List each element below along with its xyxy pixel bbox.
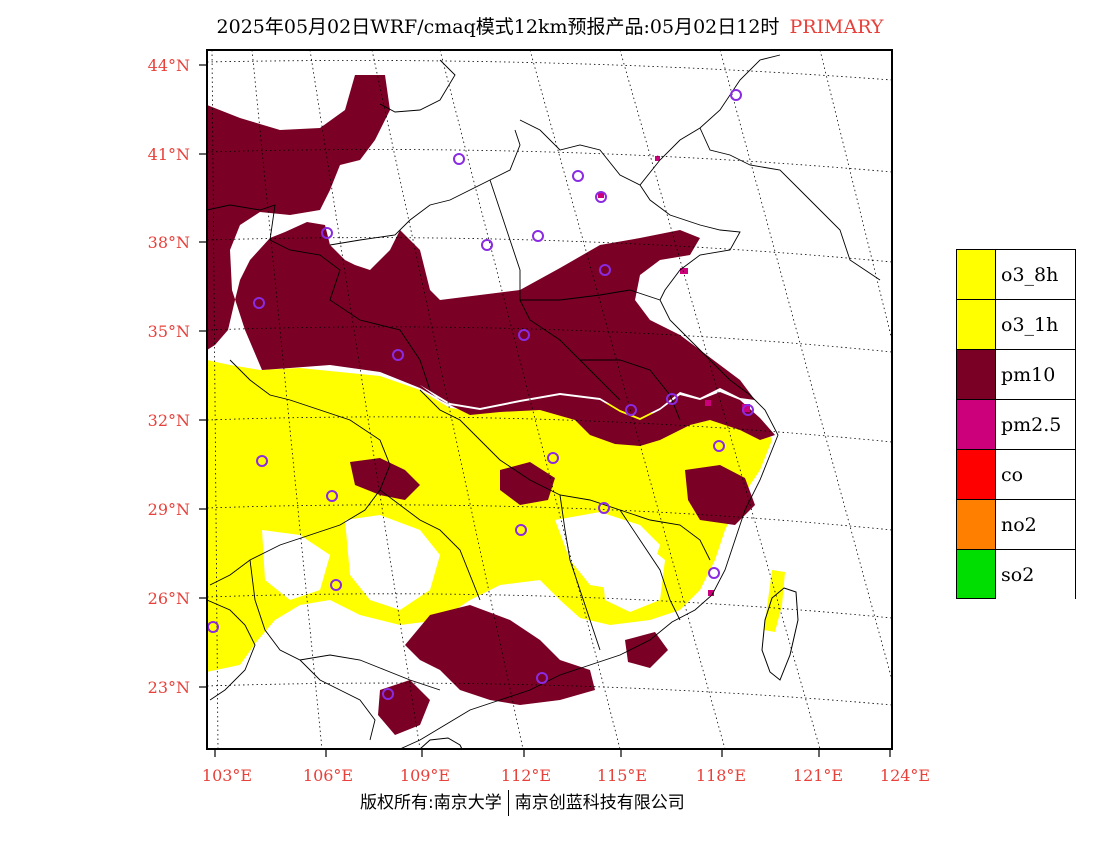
clear-area-sw	[262, 530, 330, 600]
station-marker	[666, 393, 678, 405]
station-marker	[518, 329, 530, 341]
station-marker	[253, 297, 265, 309]
station-marker	[547, 452, 559, 464]
lat-label: 41°N	[148, 145, 190, 164]
copyright-footer: 版权所有:南京大学 南京创蓝科技有限公司	[360, 788, 685, 816]
lat-label: 26°N	[148, 589, 190, 608]
legend-label: pm10	[996, 349, 1076, 399]
map-frame	[206, 49, 893, 750]
station-marker	[392, 349, 404, 361]
station-marker	[730, 89, 742, 101]
longitude-labels: 103°E 106°E 109°E 112°E 115°E 118°E 121°…	[202, 766, 930, 785]
lon-label: 124°E	[880, 766, 930, 785]
lat-label: 44°N	[148, 56, 190, 75]
station-marker	[536, 672, 548, 684]
lon-label: 118°E	[696, 766, 746, 785]
pm10-region-fujian	[625, 632, 668, 668]
legend-swatch	[956, 249, 996, 299]
station-marker	[481, 239, 493, 251]
pm10-region-central	[390, 230, 755, 418]
lat-label: 38°N	[148, 233, 190, 252]
station-marker	[742, 404, 754, 416]
lon-label: 115°E	[597, 766, 647, 785]
lat-label: 35°N	[148, 322, 190, 341]
pm25-spot	[708, 590, 714, 596]
o3-taiwan	[764, 570, 785, 632]
copyright-owner: 版权所有:南京大学	[360, 793, 502, 813]
station-marker	[330, 579, 342, 591]
station-marker	[256, 455, 268, 467]
pm25-spot	[598, 192, 604, 198]
legend-label: o3_8h	[996, 249, 1076, 299]
legend-label: co	[996, 449, 1076, 499]
station-marker	[572, 170, 584, 182]
lat-label: 32°N	[148, 411, 190, 430]
station-marker	[532, 230, 544, 242]
lon-label: 112°E	[501, 766, 551, 785]
legend-swatch	[956, 399, 996, 449]
legend-swatch	[956, 549, 996, 599]
legend-label: o3_1h	[996, 299, 1076, 349]
map-content	[207, 50, 892, 749]
station-marker	[708, 567, 720, 579]
station-marker	[599, 264, 611, 276]
station-marker	[713, 440, 725, 452]
lon-label: 103°E	[202, 766, 252, 785]
lon-label: 121°E	[793, 766, 843, 785]
title-text: 2025年05月02日WRF/cmaq模式12km预报产品:05月02日12时	[216, 16, 780, 38]
latitude-labels: 44°N 41°N 38°N 35°N 32°N 29°N 26°N 23°N	[148, 56, 190, 697]
taiwan-outline	[761, 587, 799, 681]
station-marker	[625, 404, 637, 416]
station-marker	[321, 227, 333, 239]
pm10-region-sichuan	[350, 458, 420, 500]
clear-area-coast	[600, 540, 665, 612]
lon-label: 109°E	[400, 766, 450, 785]
legend-swatch	[956, 499, 996, 549]
station-marker	[326, 490, 338, 502]
station-marker	[382, 688, 394, 700]
pm25-spot	[655, 156, 660, 161]
lat-label: 23°N	[148, 678, 190, 697]
copyright-company: 南京创蓝科技有限公司	[514, 793, 685, 813]
map-title: 2025年05月02日WRF/cmaq模式12km预报产品:05月02日12时 P…	[0, 12, 1100, 39]
lat-label: 29°N	[148, 500, 190, 519]
legend-swatch	[956, 349, 996, 399]
pm10-region-hubei	[500, 462, 555, 505]
pm25-spot	[680, 268, 688, 274]
lon-label: 106°E	[303, 766, 353, 785]
footer-divider	[507, 790, 509, 816]
station-markers	[207, 89, 754, 700]
station-marker	[598, 502, 610, 514]
hainan-outline	[419, 737, 463, 749]
province-boundaries	[207, 54, 881, 749]
pm10-region-southeast	[685, 465, 755, 525]
pm25-spot	[742, 404, 750, 412]
graticule	[207, 50, 892, 749]
legend-label: so2	[996, 549, 1076, 599]
pm25-spot	[705, 400, 711, 406]
legend-label: no2	[996, 499, 1076, 549]
station-marker	[453, 153, 465, 165]
clear-area-south	[345, 515, 440, 610]
pm10-region-guangxi	[378, 680, 430, 735]
legend-label: pm2.5	[996, 399, 1076, 449]
title-tag: PRIMARY	[789, 16, 884, 38]
station-marker	[595, 191, 607, 203]
legend-swatch	[956, 449, 996, 499]
axis-ticks	[199, 64, 891, 757]
legend-swatch	[956, 299, 996, 349]
pm10-region-north	[207, 75, 775, 446]
station-marker	[515, 524, 527, 536]
